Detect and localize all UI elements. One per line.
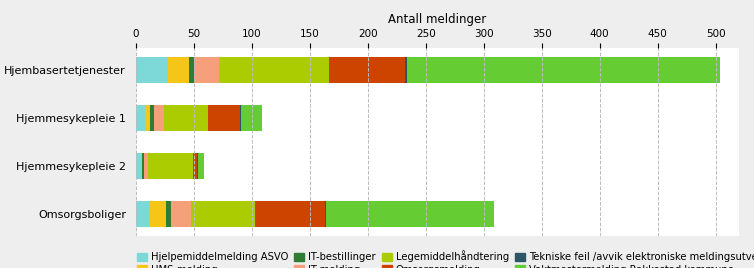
Bar [149,105,155,131]
Bar [170,201,192,227]
Bar [145,105,149,131]
Bar [405,57,407,83]
Bar [255,201,325,227]
Bar [189,57,194,83]
Bar [136,153,142,179]
Bar [136,105,145,131]
Bar [326,201,494,227]
Bar [192,201,255,227]
Bar [166,201,170,227]
Bar [164,105,207,131]
Bar [194,57,219,83]
Bar [325,201,326,227]
Legend: Hjelpemiddelmelding ASVO, HMS-melding, IT-bestillinger, IT-melding, Legemiddelhå: Hjelpemiddelmelding ASVO, HMS-melding, I… [135,248,754,268]
Bar [207,105,240,131]
X-axis label: Antall meldinger: Antall meldinger [388,13,486,26]
Bar [136,57,168,83]
Bar [155,105,164,131]
Bar [144,153,149,179]
Bar [192,153,198,179]
Bar [240,105,241,131]
Bar [149,201,166,227]
Bar [198,153,204,179]
Bar [241,105,262,131]
Bar [142,153,144,179]
Bar [329,57,405,83]
Bar [149,153,192,179]
Bar [407,57,720,83]
Bar [136,201,149,227]
Bar [219,57,329,83]
Bar [168,57,189,83]
